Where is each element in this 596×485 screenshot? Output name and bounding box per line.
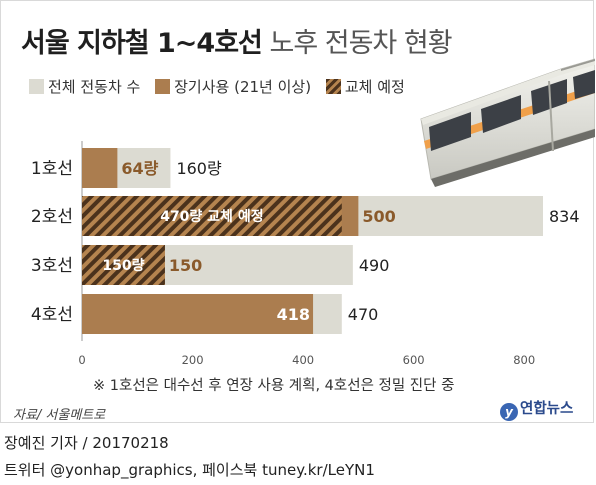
legend-label-replace: 교체 예정 — [344, 78, 405, 96]
chart-title: 서울 지하철 1~4호선 노후 전동차 현황 — [21, 21, 453, 60]
legend-item-replace: 교체 예정 — [325, 76, 405, 97]
data-label-replace: 470량 교체 예정 — [160, 208, 263, 225]
yonhap-logo: y 연합뉴스 — [500, 397, 573, 421]
category-label: 3호선 — [31, 256, 73, 276]
category-label: 4호선 — [31, 305, 73, 325]
train-illustration — [420, 58, 595, 187]
credit-reporter: 장예진 기자 / 20170218 — [4, 434, 169, 452]
chart-title-light: 노후 전동차 현황 — [269, 28, 452, 59]
data-label-total: 834 — [549, 207, 580, 226]
source-text: 자료/ 서울메트로 — [13, 408, 106, 423]
data-label-long: 150 — [169, 256, 202, 275]
legend-label-long: 장기사용 (21년 이상) — [174, 78, 312, 96]
data-label-replace: 150량 — [102, 258, 144, 274]
data-label-total: 490 — [359, 256, 390, 275]
yonhap-logo-text: 연합뉴스 — [520, 401, 574, 417]
data-label-long: 64량 — [121, 159, 158, 178]
bar-replace — [82, 245, 165, 285]
x-tick-label: 600 — [403, 353, 425, 367]
legend-label-total: 전체 전동차 수 — [48, 78, 141, 96]
x-tick-label: 200 — [182, 353, 204, 367]
data-label-total: 160량 — [176, 159, 222, 178]
legend-item-total: 전체 전동차 수 — [29, 76, 140, 97]
legend-swatch-replace — [325, 79, 341, 94]
x-tick-label: 0 — [78, 353, 85, 367]
footnote: ※ 1호선은 대수선 후 연장 사용 계획, 4호선은 정밀 진단 중 — [93, 378, 455, 394]
bar-long — [82, 148, 118, 188]
data-label-long: 418 — [277, 305, 310, 324]
credit-social: 트위터 @yonhap_graphics, 페이스북 tuney.kr/LeYN… — [4, 461, 375, 479]
x-tick-label: 400 — [292, 353, 314, 367]
category-label: 1호선 — [31, 159, 73, 179]
chart-title-bold: 서울 지하철 1~4호선 — [21, 28, 263, 59]
legend-swatch-total — [29, 79, 44, 94]
infographic-frame: 서울 지하철 1~4호선 노후 전동차 현황 전체 전동차 수 장기사용 (21… — [0, 0, 595, 423]
bar-long — [82, 294, 314, 334]
category-label: 2호선 — [31, 207, 73, 227]
data-label-total: 470 — [348, 305, 379, 324]
legend-item-long: 장기사용 (21년 이상) — [155, 76, 311, 97]
data-label-long: 500 — [362, 207, 395, 226]
bar-chart: 0 200 400 600 800 1호선 64량 160량 2호선 500 470량 교체 예정… — [31, 58, 595, 367]
yonhap-logo-icon: y — [500, 403, 518, 421]
bar-replace — [82, 196, 342, 236]
legend: 전체 전동차 수 장기사용 (21년 이상) 교체 예정 — [29, 76, 415, 97]
legend-swatch-long — [155, 79, 171, 94]
x-tick-label: 800 — [513, 353, 535, 367]
bars-layer: 1호선 64량 160량 2호선 500 470량 교체 예정 834 3호선 150 150량 4… — [31, 148, 580, 334]
